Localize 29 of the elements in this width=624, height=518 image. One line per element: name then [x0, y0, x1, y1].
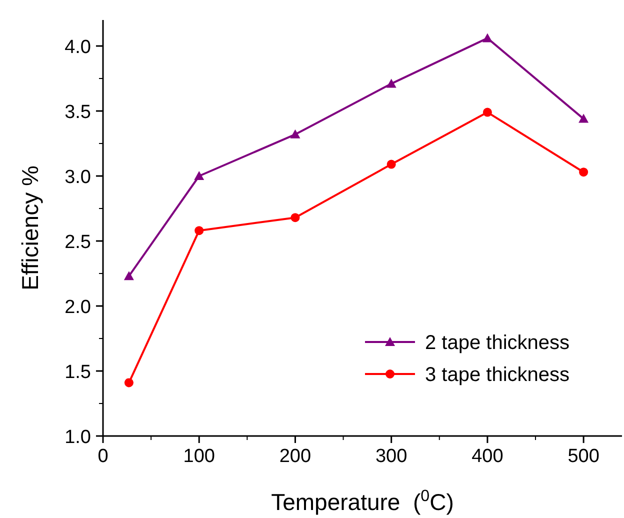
- y-tick-label: 4.0: [64, 37, 91, 58]
- point: [386, 78, 396, 88]
- x-tick-label: 400: [472, 446, 504, 467]
- point: [579, 168, 588, 177]
- y-tick-label: 3.0: [64, 167, 91, 188]
- y-tick-label: 2.5: [64, 232, 91, 253]
- point: [124, 378, 134, 388]
- x-tick-label: 0: [98, 446, 108, 467]
- point: [386, 160, 396, 169]
- y-tick-label: 2.0: [64, 297, 91, 318]
- point: [482, 33, 492, 42]
- y-tick-label: 3.5: [64, 102, 91, 123]
- x-tick-label: 200: [279, 446, 312, 467]
- point: [482, 108, 492, 117]
- y-tick-label: 1.5: [64, 362, 91, 383]
- point: [290, 129, 300, 138]
- point: [194, 171, 204, 180]
- point: [194, 226, 204, 236]
- x-tick-label: 300: [375, 446, 408, 467]
- x-tick-label: 500: [568, 446, 600, 467]
- point: [578, 114, 589, 123]
- y-tick-label: 1.0: [64, 427, 91, 448]
- legend-label: 3 tape thickness: [425, 364, 570, 386]
- point: [290, 213, 300, 222]
- legend-label: 2 tape thickness: [425, 332, 570, 354]
- x-axis-title: Temperature ($^{0}$C): [271, 487, 454, 515]
- point: [124, 271, 134, 280]
- x-tick-label: 100: [183, 446, 215, 467]
- y-axis-title: Efficiency %: [17, 166, 43, 290]
